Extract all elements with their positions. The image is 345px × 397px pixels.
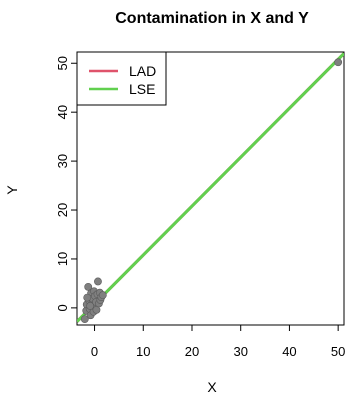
chart-title: Contamination in X and Y — [115, 10, 309, 27]
legend-lad-label: LAD — [129, 63, 156, 79]
y-tick-label: 20 — [55, 203, 70, 217]
x-tick-label: 40 — [282, 344, 296, 359]
x-tick-label: 10 — [136, 344, 150, 359]
y-axis: 0 10 20 30 40 50 — [55, 56, 78, 311]
data-point — [334, 58, 343, 67]
legend-lse-label: LSE — [129, 81, 155, 97]
data-point — [86, 302, 95, 310]
data-point — [83, 293, 92, 302]
y-tick-label: 10 — [55, 252, 70, 266]
y-axis-ticks: 0 10 20 30 40 50 — [55, 56, 77, 311]
legend: LAD LSE — [76, 51, 167, 106]
y-tick-label: 0 — [55, 304, 70, 311]
data-point — [80, 315, 89, 324]
data-point — [98, 291, 107, 300]
data-points — [80, 58, 343, 324]
legend-box — [76, 51, 167, 106]
x-axis: 0 10 20 30 40 50 — [91, 324, 345, 359]
x-tick-label: 50 — [331, 344, 345, 359]
y-tick-label: 50 — [55, 56, 70, 70]
data-point — [84, 282, 93, 291]
regression-lines — [77, 52, 344, 323]
x-axis-label: X — [207, 379, 217, 395]
series-line-lse — [77, 52, 344, 323]
x-tick-label: 20 — [185, 344, 199, 359]
x-tick-label: 0 — [91, 344, 98, 359]
x-axis-ticks: 0 10 20 30 40 50 — [91, 325, 345, 359]
y-tick-label: 30 — [55, 154, 70, 168]
y-tick-label: 40 — [55, 105, 70, 119]
y-axis-label: Y — [4, 185, 20, 195]
data-point — [94, 277, 102, 286]
x-tick-label: 30 — [233, 344, 247, 359]
